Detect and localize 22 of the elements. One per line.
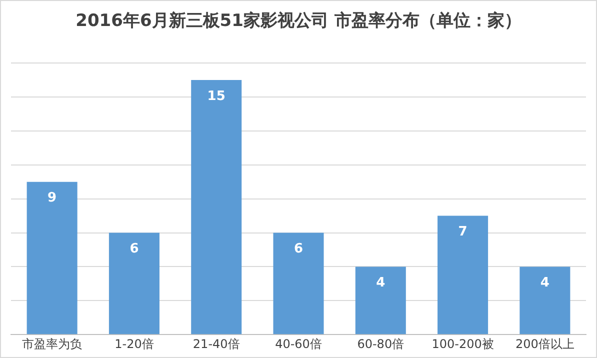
bar bbox=[273, 232, 324, 334]
data-label: 6 bbox=[130, 242, 139, 257]
data-label: 6 bbox=[294, 242, 304, 257]
x-tick-label: 1-20倍 bbox=[114, 336, 154, 351]
data-label: 9 bbox=[48, 190, 57, 206]
bar bbox=[108, 232, 160, 334]
x-tick-label: 40-60倍 bbox=[275, 336, 322, 351]
data-label: 4 bbox=[376, 276, 386, 291]
x-tick-label: 市盈率为负 bbox=[22, 336, 82, 351]
x-tick-label: 60-80倍 bbox=[357, 336, 404, 351]
x-tick-label: 21-40倍 bbox=[192, 336, 240, 351]
bar bbox=[355, 266, 406, 334]
bar bbox=[191, 80, 242, 334]
data-label: 15 bbox=[207, 88, 226, 104]
bar bbox=[438, 216, 488, 334]
data-label: 4 bbox=[540, 276, 550, 291]
x-tick-label: 200倍以上 bbox=[515, 336, 574, 351]
data-label: 7 bbox=[458, 224, 468, 240]
x-tick-label: 100-200被 bbox=[432, 336, 494, 351]
bar bbox=[520, 266, 570, 334]
bar bbox=[26, 182, 78, 334]
chart-title: 2016年6月新三板51家影视公司 市盈率分布（单位：家） bbox=[74, 10, 522, 33]
